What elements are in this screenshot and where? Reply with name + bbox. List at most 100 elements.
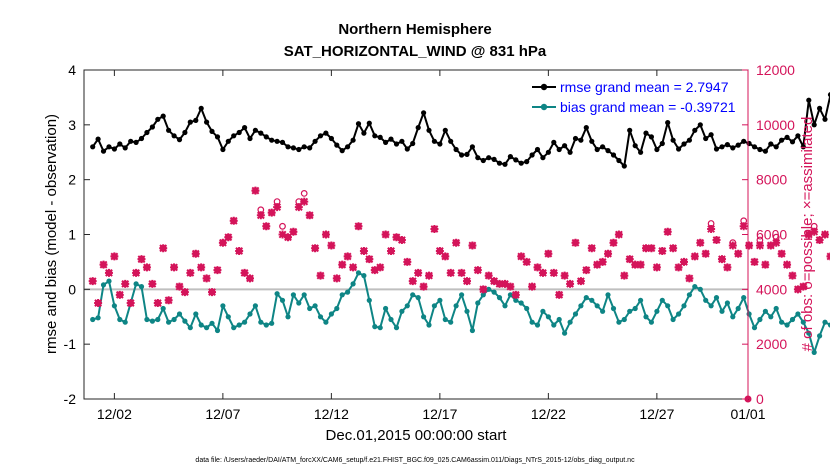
data-point [713,295,720,301]
data-point [545,149,552,155]
data-point [122,145,128,151]
obs-assimilated-marker [408,277,417,286]
obs-assimilated-marker [164,296,173,305]
obs-assimilated-marker [652,263,661,272]
data-point [730,314,736,320]
obs-assimilated-marker [294,203,303,212]
obs-assimilated-marker [435,246,444,255]
obs-assimilated-marker [240,268,249,277]
data-point [307,305,313,312]
y-axis-right-label: # of obs: o=possible; ×=assimilated [799,117,816,352]
y-axis-left-label: rmse and bias (model - observation) [43,114,60,354]
data-point [312,138,318,144]
data-point [285,144,291,150]
data-point [404,303,410,309]
data-point [231,133,237,139]
y-right-tick-label: 8000 [756,172,787,188]
data-point [459,292,465,298]
data-point [198,105,204,111]
obs-assimilated-marker [316,271,325,280]
data-point [567,149,573,155]
data-point [296,300,302,306]
obs-assimilated-marker [94,299,103,308]
obs-assimilated-marker [712,235,721,244]
data-point [355,270,362,276]
obs-assimilated-marker [793,285,802,294]
obs-assimilated-marker [625,255,634,264]
data-point [529,152,535,158]
data-point [572,311,579,317]
obs-assimilated-marker [804,230,813,239]
footer-data-file: data file: /Users/raeder/DAI/ATM_forcXX/… [195,457,635,464]
obs-assimilated-marker [473,266,482,275]
data-point [366,297,372,303]
data-point [464,151,470,157]
data-point [665,120,671,126]
obs-assimilated-marker [511,290,520,299]
y-right-tick-label: 12000 [756,62,795,78]
obs-assimilated-marker [262,222,271,231]
y-right-tick-label: 0 [756,391,764,407]
obs-assimilated-marker [609,238,618,247]
data-point [448,138,454,144]
plot-area: 12/02 12/07 12/12 12/17 12/22 12/27 01/01 -2 -1 0… [64,62,830,422]
data-point [431,303,437,309]
legend-bias-text: bias grand mean = -0.39721 [560,99,736,115]
data-point [469,144,475,150]
data-point [252,303,258,309]
data-point [95,315,101,321]
obs-assimilated-marker [566,279,575,288]
obs-assimilated-marker [707,225,716,234]
obs-assimilated-marker [191,249,200,258]
obs-assimilated-marker [278,230,287,239]
data-point [117,316,123,323]
data-point [388,316,394,323]
data-point [307,145,313,151]
data-point [567,319,573,325]
data-point [789,139,796,145]
data-point [399,138,405,144]
data-point [757,316,763,323]
data-point [437,297,443,303]
legend-rmse-marker [540,83,548,91]
obs-assimilated-marker [251,186,260,195]
data-point [670,137,676,143]
data-point [388,136,394,142]
obs-assimilated-marker [392,233,401,242]
obs-assimilated-marker [484,271,493,280]
data-point [209,320,215,326]
obs-assimilated-marker [538,268,547,277]
data-point [670,316,676,323]
data-point [350,137,356,143]
data-point [193,311,199,317]
data-point [735,305,741,312]
data-point [654,146,660,153]
obs-assimilated-marker [446,268,455,277]
obs-assimilated-marker [631,260,640,269]
data-point [209,128,215,134]
data-point [421,110,427,116]
data-point [328,311,334,317]
data-point [459,152,465,158]
obs-assimilated-marker [224,233,233,242]
data-point [578,137,584,143]
data-point [654,308,660,314]
data-point [643,314,649,320]
data-point [806,330,812,336]
obs-assimilated-marker [723,263,732,272]
obs-assimilated-marker [305,211,314,220]
obs-assimilated-marker [500,279,509,288]
data-point [480,292,486,298]
data-point [334,142,340,148]
data-point [328,135,334,142]
data-point [144,129,150,136]
data-point [773,144,779,150]
data-point [518,160,524,166]
obs-assimilated-marker [132,268,141,277]
obs-assimilated-marker [604,249,613,258]
obs-assimilated-marker [593,260,602,269]
obs-assimilated-marker [235,246,244,255]
data-point [708,303,714,309]
obs-assimilated-marker [690,252,699,261]
data-point [762,148,769,154]
